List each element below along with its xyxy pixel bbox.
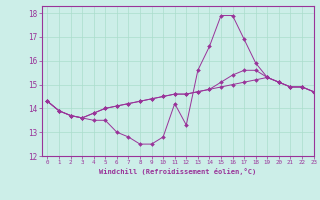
X-axis label: Windchill (Refroidissement éolien,°C): Windchill (Refroidissement éolien,°C) <box>99 168 256 175</box>
